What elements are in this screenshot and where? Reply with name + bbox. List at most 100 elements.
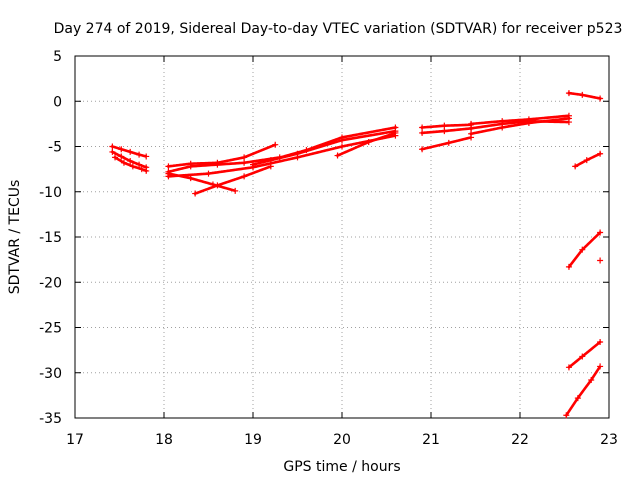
data-point <box>583 157 590 164</box>
data-point <box>205 170 212 177</box>
data-series-16 <box>468 118 572 132</box>
data-point <box>365 138 372 145</box>
data-point <box>136 151 143 158</box>
data-point <box>187 175 194 182</box>
data-point <box>250 161 256 168</box>
data-point <box>241 159 248 166</box>
data-point <box>109 143 116 150</box>
data-point <box>579 353 586 360</box>
x-tick-label: 20 <box>333 432 351 448</box>
y-tick-label: -10 <box>39 185 62 201</box>
data-series-2 <box>109 148 150 171</box>
data-point <box>118 153 125 160</box>
data-point <box>334 152 341 159</box>
data-point <box>565 119 572 126</box>
data-point <box>597 338 604 345</box>
data-point <box>127 148 134 155</box>
data-series-18 <box>565 90 604 102</box>
data-point <box>392 124 399 131</box>
y-tick-label: -15 <box>39 230 62 246</box>
data-series-20 <box>565 229 604 270</box>
y-tick-label: -30 <box>39 366 62 382</box>
data-point <box>579 246 586 253</box>
y-tick-label: -25 <box>39 321 62 337</box>
x-tick-label: 21 <box>422 432 440 448</box>
data-point <box>136 161 143 168</box>
data-point <box>574 395 581 402</box>
data-point <box>468 130 475 137</box>
chart-title: Day 274 of 2019, Sidereal Day-to-day VTE… <box>54 21 623 37</box>
data-point <box>267 157 274 164</box>
data-point <box>525 116 532 123</box>
data-point <box>241 154 248 161</box>
data-point <box>339 134 345 141</box>
data-point <box>120 159 127 166</box>
data-series-23 <box>563 363 604 419</box>
data-point <box>192 190 199 197</box>
data-point <box>563 412 570 419</box>
data-series-7 <box>192 163 274 197</box>
y-tick-label: -20 <box>39 275 62 291</box>
x-tick-label: 18 <box>155 432 173 448</box>
data-point <box>565 364 572 371</box>
data-series-19 <box>572 150 604 170</box>
data-series-17 <box>468 112 572 127</box>
data-point <box>109 148 116 155</box>
data-point <box>419 146 426 153</box>
data-point <box>597 95 604 102</box>
data-point <box>392 129 399 136</box>
data-series-10 <box>267 124 399 164</box>
data-series-9 <box>250 128 399 168</box>
axis-ticks: 17 18 19 20 21 22 23 5 0 -5 -10 -15 -20 -25 -30 -35 <box>39 49 618 448</box>
data-point <box>419 129 426 136</box>
data-point <box>138 166 145 173</box>
data-point <box>565 90 572 97</box>
data-point <box>187 163 194 170</box>
data-point <box>272 141 279 148</box>
data-layer <box>109 90 604 419</box>
x-tick-label: 17 <box>66 432 84 448</box>
data-series-21 <box>597 257 604 264</box>
data-point <box>339 143 345 150</box>
x-tick-label: 19 <box>244 432 262 448</box>
data-point <box>129 163 136 170</box>
data-point <box>303 147 310 154</box>
data-point <box>499 118 506 125</box>
y-axis-label: SDTVAR / TECUs <box>7 180 23 295</box>
data-point <box>441 128 448 135</box>
data-point <box>143 167 150 174</box>
data-track <box>469 114 571 126</box>
data-point <box>597 363 604 370</box>
data-series-3 <box>112 154 150 174</box>
data-point <box>214 161 221 168</box>
data-point <box>445 139 452 146</box>
data-series-22 <box>565 338 604 371</box>
data-point <box>572 163 579 170</box>
data-point <box>597 257 604 264</box>
data-point <box>579 91 586 98</box>
y-tick-label: 5 <box>53 49 62 65</box>
data-track <box>167 134 397 178</box>
grid-lines <box>75 56 609 418</box>
data-point <box>241 173 248 180</box>
data-track <box>269 125 397 162</box>
y-tick-label: -35 <box>39 411 62 427</box>
data-track <box>564 364 602 418</box>
data-point <box>232 187 239 194</box>
data-series-1 <box>109 143 150 160</box>
data-point <box>118 146 125 153</box>
data-point <box>468 120 475 127</box>
data-point <box>165 173 172 180</box>
data-point <box>165 163 172 170</box>
data-point <box>419 124 426 131</box>
data-series-11 <box>334 129 399 159</box>
data-point <box>127 157 134 164</box>
data-point <box>214 182 221 189</box>
data-point <box>143 153 150 160</box>
data-track <box>193 164 273 196</box>
data-point <box>441 122 448 129</box>
data-track <box>567 340 602 370</box>
data-point <box>112 154 119 161</box>
data-point <box>597 150 604 157</box>
